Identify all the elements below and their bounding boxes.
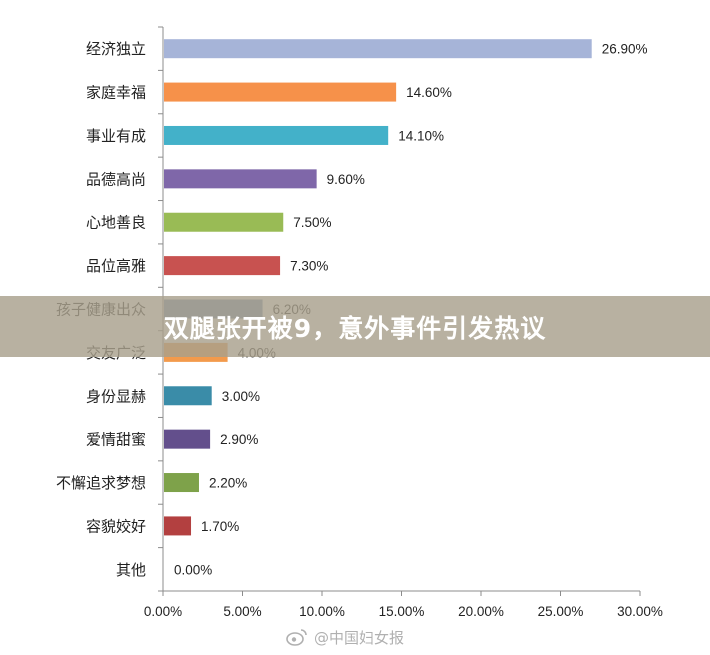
x-tick-label: 0.00% [144,604,182,619]
category-label: 其他 [116,561,146,579]
value-label: 7.50% [293,215,331,230]
chart-bars [164,39,592,536]
bar [164,125,389,145]
value-label: 2.90% [220,432,258,447]
bar [164,212,284,232]
headline-banner: 双腿张开被9，意外事件引发热议 [0,296,710,357]
bar [164,473,199,493]
value-label: 9.60% [327,172,365,187]
value-label: 14.10% [398,128,444,143]
bar [164,516,192,536]
weibo-icon [286,629,307,646]
x-tick-label: 25.00% [538,604,584,619]
x-tick-label: 15.00% [379,604,425,619]
category-label: 品位高雅 [86,257,146,275]
category-label: 事业有成 [86,127,146,145]
category-label: 家庭幸福 [86,84,146,102]
headline-text: 双腿张开被9，意外事件引发热议 [163,313,547,343]
chart-labels: 0.00% 5.00% 10.00% 15.00% 20.00% 25.00% 30.00%… [56,40,663,619]
watermark-text: @中国妇女报 [314,628,405,647]
category-label: 经济独立 [86,40,146,58]
x-tick-label: 20.00% [458,604,504,619]
category-label: 心地善良 [86,214,146,232]
bar [164,256,281,276]
value-label: 7.30% [290,259,328,274]
value-label: 26.90% [602,42,648,57]
bar [164,429,211,449]
category-label: 爱情甜蜜 [86,431,146,449]
category-label: 身份显赫 [86,387,146,405]
watermark: @中国妇女报 [286,626,404,648]
category-label: 品德高尚 [86,170,146,188]
bar [164,386,212,406]
x-tick-label: 10.00% [299,604,345,619]
bar [164,82,397,102]
value-label: 2.20% [209,476,247,491]
category-label: 不懈追求梦想 [56,474,146,492]
value-label: 0.00% [174,562,212,577]
value-label: 1.70% [201,519,239,534]
x-tick-label: 30.00% [617,604,663,619]
category-label: 容貌姣好 [86,517,146,535]
bar [164,169,317,189]
value-label: 3.00% [222,389,260,404]
x-tick-label: 5.00% [223,604,261,619]
bar [164,39,592,59]
value-label: 14.60% [406,85,452,100]
